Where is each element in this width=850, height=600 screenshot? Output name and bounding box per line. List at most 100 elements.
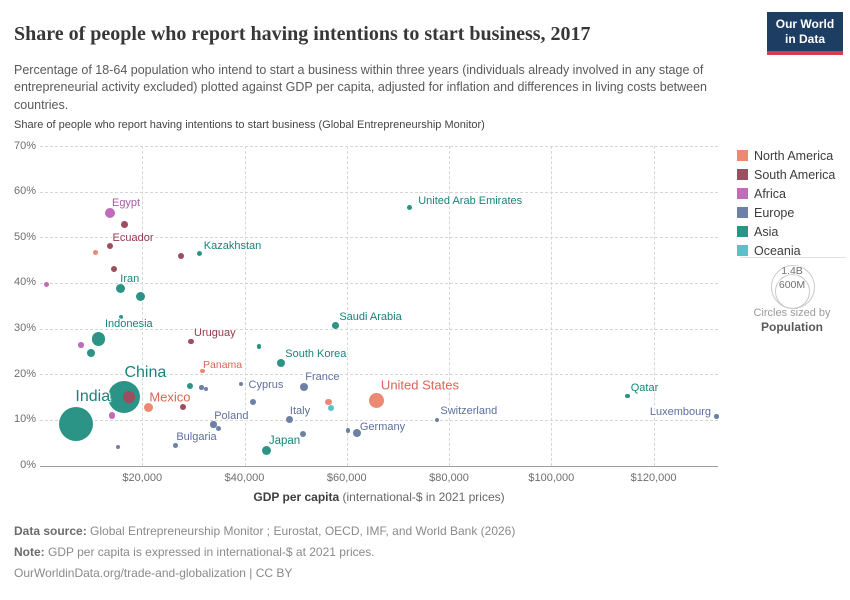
url-line[interactable]: OurWorldinData.org/trade-and-globalizati… xyxy=(14,566,293,580)
gridline-x-60000 xyxy=(346,146,348,466)
data-point-united-states[interactable] xyxy=(369,393,385,409)
data-point[interactable] xyxy=(249,399,256,406)
data-point[interactable] xyxy=(327,404,334,411)
data-point-egypt[interactable] xyxy=(105,207,116,218)
data-point[interactable] xyxy=(86,349,96,358)
country-label-bulgaria[interactable]: Bulgaria xyxy=(176,430,217,443)
legend-item-north-america[interactable]: North America xyxy=(737,146,835,165)
country-label-india[interactable]: India xyxy=(75,387,111,405)
data-point-germany[interactable] xyxy=(352,429,361,438)
data-point-uruguay[interactable] xyxy=(188,338,194,345)
data-point[interactable] xyxy=(199,385,204,390)
data-point[interactable] xyxy=(215,425,221,431)
data-point-indonesia[interactable] xyxy=(92,332,106,346)
gridline-y-10 xyxy=(40,419,718,421)
legend-label: South America xyxy=(754,167,836,182)
country-label-japan[interactable]: Japan xyxy=(268,435,301,448)
country-label-ecuador[interactable]: Ecuador xyxy=(112,232,154,245)
y-tick-label-60: 60% xyxy=(13,185,36,198)
data-point[interactable] xyxy=(324,398,332,406)
data-point-bulgaria[interactable] xyxy=(173,443,178,449)
legend-swatch-oceania xyxy=(737,245,748,256)
data-point[interactable] xyxy=(78,342,84,348)
data-point-united-arab-emirates[interactable] xyxy=(406,205,412,211)
country-label-united-arab-emirates[interactable]: United Arab Emirates xyxy=(418,194,523,207)
data-point-south-korea[interactable] xyxy=(276,359,285,368)
data-point-saudi-arabia[interactable] xyxy=(332,322,339,329)
data-point-switzerland[interactable] xyxy=(434,417,439,423)
country-label-china[interactable]: China xyxy=(124,363,167,381)
country-label-united-states[interactable]: United States xyxy=(380,377,459,393)
country-label-cyprus[interactable]: Cyprus xyxy=(248,379,284,392)
data-point-iran[interactable] xyxy=(116,283,126,294)
data-point[interactable] xyxy=(203,386,209,392)
legend-item-asia[interactable]: Asia xyxy=(737,222,835,241)
data-point-mexico[interactable] xyxy=(144,403,154,413)
legend-item-south-america[interactable]: South America xyxy=(737,165,835,184)
data-point[interactable] xyxy=(178,252,185,259)
country-label-egypt[interactable]: Egypt xyxy=(111,196,141,209)
data-point-japan[interactable] xyxy=(261,445,272,456)
country-label-mexico[interactable]: Mexico xyxy=(149,389,191,405)
country-label-italy[interactable]: Italy xyxy=(289,404,311,417)
x-tick-label-60000: $60,000 xyxy=(326,471,367,484)
legend-item-oceania[interactable]: Oceania xyxy=(737,241,835,260)
x-tick-label-80000: $80,000 xyxy=(429,471,469,484)
legend-swatch-north-america xyxy=(737,150,748,161)
data-point[interactable] xyxy=(179,403,187,411)
data-point[interactable] xyxy=(43,281,50,287)
country-label-indonesia[interactable]: Indonesia xyxy=(104,318,153,331)
data-point-qatar[interactable] xyxy=(625,393,630,399)
note-line: Note: GDP per capita is expressed in int… xyxy=(14,542,515,563)
country-label-south-korea[interactable]: South Korea xyxy=(285,348,347,361)
legend-item-africa[interactable]: Africa xyxy=(737,184,835,203)
data-point[interactable] xyxy=(111,266,118,273)
data-source-line: Data source: Global Entrepreneurship Mon… xyxy=(14,521,515,542)
country-label-panama[interactable]: Panama xyxy=(203,359,243,372)
data-point-panama[interactable] xyxy=(200,368,205,374)
legend-swatch-south-america xyxy=(737,169,748,180)
x-tick-label-20000: $20,000 xyxy=(122,471,163,484)
data-point[interactable] xyxy=(135,292,145,302)
y-tick-label-30: 30% xyxy=(13,322,36,335)
data-point[interactable] xyxy=(345,428,350,433)
country-label-iran[interactable]: Iran xyxy=(120,273,140,286)
data-point-cyprus[interactable] xyxy=(238,382,244,387)
y-tick-label-10: 10% xyxy=(13,413,36,426)
x-tick-label-40000: $40,000 xyxy=(224,471,265,484)
data-point[interactable] xyxy=(118,315,123,320)
y-tick-label-0: 0% xyxy=(20,459,36,471)
data-point[interactable] xyxy=(115,445,120,450)
country-label-france[interactable]: France xyxy=(305,371,340,384)
country-label-qatar[interactable]: Qatar xyxy=(630,382,659,395)
legend-item-europe[interactable]: Europe xyxy=(737,203,835,222)
country-label-uruguay[interactable]: Uruguay xyxy=(194,327,236,340)
country-label-poland[interactable]: Poland xyxy=(214,410,249,423)
data-point-luxembourg[interactable] xyxy=(714,414,719,419)
data-point[interactable] xyxy=(120,221,128,228)
owid-logo[interactable]: Our World in Data xyxy=(767,12,843,55)
data-point-india[interactable] xyxy=(58,406,93,441)
data-point[interactable] xyxy=(300,431,307,437)
region-legend: North America South America Africa Europe As… xyxy=(737,146,835,260)
y-tick-label-40: 40% xyxy=(13,276,36,289)
data-point[interactable] xyxy=(92,250,98,256)
country-label-switzerland[interactable]: Switzerland xyxy=(440,404,498,417)
size-legend-small-circle xyxy=(775,274,810,309)
y-tick-label-20: 20% xyxy=(13,367,36,380)
data-point[interactable] xyxy=(256,344,262,349)
data-point[interactable] xyxy=(123,391,135,403)
country-label-kazakhstan[interactable]: Kazakhstan xyxy=(203,239,262,252)
data-point-kazakhstan[interactable] xyxy=(196,251,203,257)
data-point-italy[interactable] xyxy=(285,416,293,424)
country-label-germany[interactable]: Germany xyxy=(359,421,406,434)
country-label-saudi-arabia[interactable]: Saudi Arabia xyxy=(339,311,402,324)
gridline-y-70 xyxy=(40,146,718,147)
data-point[interactable] xyxy=(186,382,193,389)
chart-subtitle: Percentage of 18-64 population who inten… xyxy=(14,62,707,112)
country-label-luxembourg[interactable]: Luxembourg xyxy=(649,405,712,418)
data-point-poland[interactable] xyxy=(210,421,217,428)
data-point-france[interactable] xyxy=(300,383,309,392)
data-point-ecuador[interactable] xyxy=(107,243,114,250)
data-point[interactable] xyxy=(108,411,116,419)
